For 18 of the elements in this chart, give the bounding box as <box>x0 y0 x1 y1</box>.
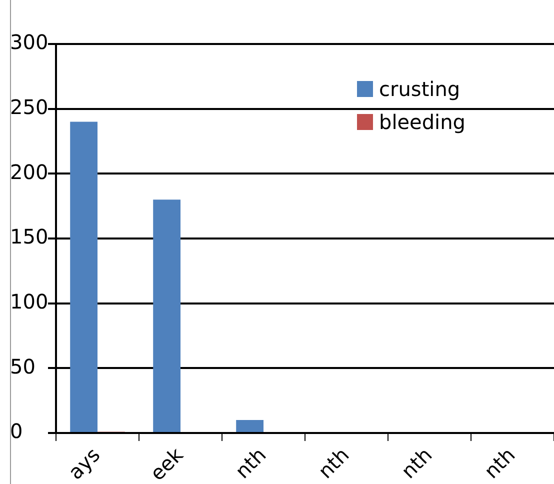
x-tick-label: nth <box>230 442 271 484</box>
y-tick-label: 100 <box>10 290 48 314</box>
x-tick-label: ays <box>63 442 105 484</box>
y-tick-label: 200 <box>10 160 48 184</box>
bar <box>153 200 180 432</box>
y-tick-label: 0 <box>10 419 23 444</box>
legend-label: bleeding <box>379 110 466 134</box>
x-tick-label: nth <box>479 442 520 484</box>
legend-label: crusting <box>379 76 460 100</box>
x-tick-label: eek <box>145 442 188 484</box>
bar <box>70 122 98 432</box>
bar <box>236 420 264 432</box>
y-tick-label: 150 <box>10 224 48 249</box>
y-tick-label: 300 <box>10 30 48 54</box>
x-tick-label: nth <box>313 442 354 484</box>
y-tick-label: 250 <box>10 95 48 120</box>
y-tick-label: 50 <box>10 354 36 378</box>
x-tick-label: nth <box>396 442 437 484</box>
